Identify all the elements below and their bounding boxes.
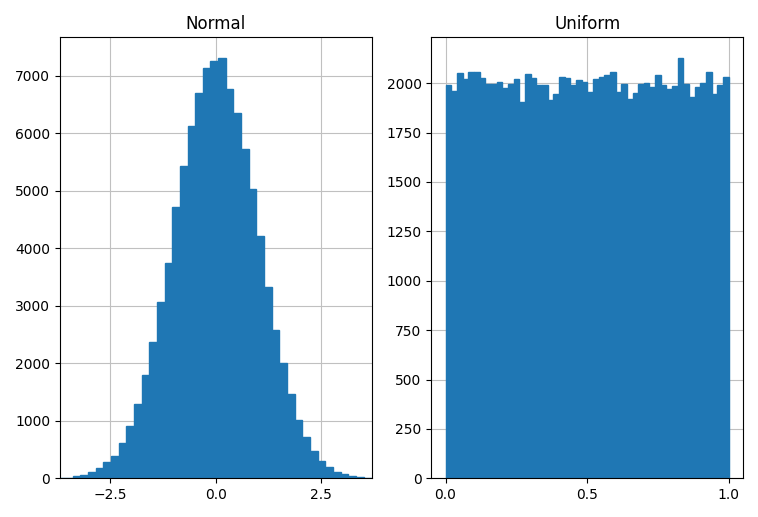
Bar — [241, 148, 249, 478]
Bar — [706, 72, 712, 478]
Bar — [180, 166, 187, 478]
Bar — [462, 79, 468, 478]
Bar — [570, 85, 576, 478]
Bar — [233, 113, 241, 478]
Bar — [295, 420, 302, 478]
Bar — [211, 60, 218, 478]
Bar — [118, 444, 127, 478]
Bar — [627, 99, 632, 478]
Bar — [587, 92, 593, 478]
Bar — [73, 476, 80, 478]
Bar — [157, 302, 164, 478]
Bar — [203, 68, 211, 478]
Bar — [542, 85, 547, 478]
Bar — [547, 100, 553, 478]
Bar — [604, 75, 610, 478]
Bar — [195, 93, 203, 478]
Bar — [678, 58, 684, 478]
Bar — [513, 79, 519, 478]
Bar — [451, 90, 457, 478]
Bar — [599, 78, 604, 478]
Bar — [164, 264, 172, 478]
Bar — [480, 79, 485, 478]
Bar — [638, 84, 644, 478]
Bar — [621, 84, 627, 478]
Bar — [280, 363, 287, 478]
Bar — [256, 236, 264, 478]
Bar — [485, 84, 491, 478]
Bar — [593, 79, 599, 478]
Bar — [356, 477, 364, 478]
Bar — [325, 467, 333, 478]
Bar — [684, 84, 689, 478]
Bar — [661, 85, 666, 478]
Bar — [310, 450, 318, 478]
Bar — [689, 97, 695, 478]
Bar — [80, 475, 88, 478]
Bar — [302, 437, 310, 478]
Bar — [700, 83, 706, 478]
Bar — [565, 78, 570, 478]
Bar — [531, 78, 536, 478]
Bar — [111, 456, 118, 478]
Bar — [503, 88, 508, 478]
Bar — [650, 87, 655, 478]
Bar — [723, 77, 729, 478]
Bar — [172, 207, 180, 478]
Bar — [474, 71, 480, 478]
Bar — [340, 474, 349, 478]
Bar — [96, 468, 103, 478]
Bar — [134, 404, 142, 478]
Title: Uniform: Uniform — [554, 15, 620, 33]
Bar — [88, 472, 96, 478]
Bar — [264, 287, 272, 478]
Bar — [318, 461, 325, 478]
Bar — [632, 93, 638, 478]
Bar — [672, 86, 678, 478]
Bar — [644, 83, 650, 478]
Bar — [695, 87, 700, 478]
Bar — [127, 427, 134, 478]
Bar — [218, 58, 226, 478]
Title: Normal: Normal — [186, 15, 246, 33]
Bar — [576, 80, 581, 478]
Bar — [287, 394, 295, 478]
Bar — [142, 375, 149, 478]
Bar — [187, 126, 195, 478]
Bar — [655, 74, 661, 478]
Bar — [491, 84, 496, 478]
Bar — [519, 102, 525, 478]
Bar — [468, 72, 474, 478]
Bar — [536, 85, 542, 478]
Bar — [559, 78, 565, 478]
Bar — [457, 72, 462, 478]
Bar — [718, 85, 723, 478]
Bar — [712, 94, 718, 478]
Bar — [615, 92, 621, 478]
Bar — [525, 74, 531, 478]
Bar — [553, 95, 559, 478]
Bar — [446, 85, 451, 478]
Bar — [610, 72, 615, 478]
Bar — [149, 342, 157, 478]
Bar — [508, 84, 513, 478]
Bar — [349, 476, 356, 478]
Bar — [496, 82, 503, 478]
Bar — [333, 472, 340, 478]
Bar — [581, 82, 587, 478]
Bar — [666, 89, 672, 478]
Bar — [226, 88, 233, 478]
Bar — [249, 189, 256, 478]
Bar — [103, 462, 111, 478]
Bar — [272, 330, 280, 478]
